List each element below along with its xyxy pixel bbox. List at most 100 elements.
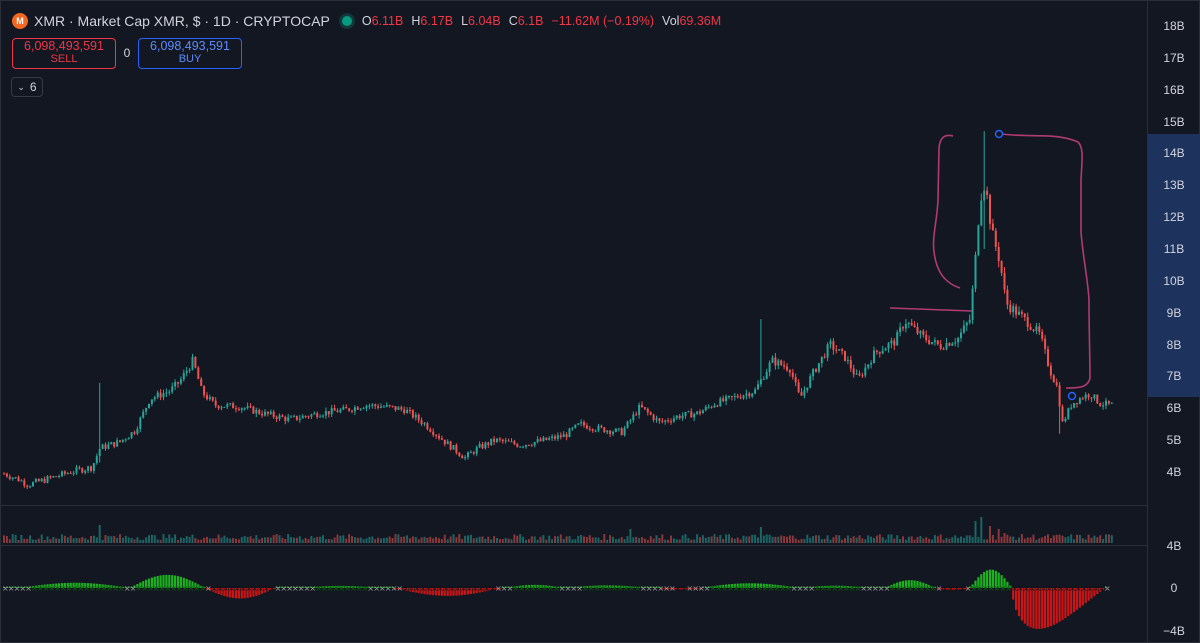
oscillator-cross: ×: [391, 584, 398, 593]
volume-bar: [701, 535, 704, 543]
volume-bar: [29, 535, 32, 543]
candle-body: [603, 427, 606, 433]
symbol-title[interactable]: XMR · Market Cap XMR, $ · 1D · CRYPTOCAP: [34, 13, 330, 29]
candle-body: [162, 393, 165, 398]
candle-body: [301, 415, 304, 419]
candle-body: [704, 406, 707, 411]
volume-bar: [17, 539, 20, 543]
oscillator-cross: ×: [222, 584, 229, 593]
oscillator-bar: [263, 588, 267, 593]
oscillator-bar: [698, 588, 702, 590]
candle-body: [353, 407, 356, 412]
volume-bar: [571, 539, 574, 543]
oscillator-cross: ×: [611, 584, 618, 593]
oscillator-bar: [933, 586, 936, 588]
volume-bar: [638, 538, 641, 543]
oscillator-cross: ×: [692, 584, 699, 593]
oscillator-bar: [136, 583, 139, 588]
oscillator-cross: ×: [1069, 584, 1076, 593]
pane-separator-oscillator[interactable]: [0, 545, 1147, 546]
oscillator-bar: [1032, 588, 1035, 629]
volume-bar: [707, 537, 710, 543]
pane-separator-volume[interactable]: [0, 505, 1147, 506]
oscillator-bar: [481, 588, 484, 592]
oscillator-bar: [290, 586, 293, 588]
market-status-icon[interactable]: [341, 16, 352, 26]
candle-body: [171, 386, 174, 392]
oscillator-bar: [78, 582, 81, 588]
oscillator-bar: [852, 586, 855, 588]
oscillator-bar: [965, 588, 968, 590]
candle-body: [612, 431, 614, 434]
volume-bar: [536, 539, 539, 543]
volume-bar: [1049, 538, 1052, 543]
oscillator-bar: [17, 586, 20, 588]
oscillator-bar: [562, 586, 565, 588]
candle-body: [420, 420, 423, 425]
oscillator-cross: ×: [1058, 584, 1065, 593]
volume-bar: [757, 537, 759, 543]
volume-bar: [171, 537, 174, 543]
sell-button[interactable]: 6,098,493,591 SELL: [12, 37, 116, 69]
candle-body: [322, 415, 324, 417]
volume-bar: [661, 534, 664, 543]
oscillator-bar: [1104, 586, 1108, 588]
oscillator-cross: ×: [913, 584, 920, 593]
oscillator-bar: [324, 586, 327, 588]
volume-bar: [609, 535, 612, 543]
oscillator-bar: [948, 588, 951, 591]
oscillator-cross: ×: [942, 584, 949, 593]
oscillator-bar: [684, 588, 687, 590]
candle-body: [104, 444, 107, 449]
candle-body: [565, 434, 568, 438]
oscillator-cross: ×: [1000, 584, 1007, 593]
volume-bar: [481, 536, 484, 543]
oscillator-bar: [922, 582, 925, 588]
candle-body: [1087, 394, 1090, 398]
oscillator-bar: [1035, 588, 1038, 629]
oscillator-bar: [475, 588, 478, 594]
candle-body: [861, 375, 864, 377]
buy-button[interactable]: 6,098,493,591 BUY: [138, 37, 242, 69]
volume-bar: [298, 536, 301, 543]
oscillator-bar: [524, 585, 528, 588]
volume-bar: [562, 538, 565, 543]
oscillator-bar: [330, 586, 333, 588]
volume-bar: [812, 536, 815, 543]
oscillator-bar: [107, 584, 110, 588]
volume-bar: [417, 539, 420, 543]
volume-bar: [919, 535, 922, 543]
buy-label: BUY: [178, 53, 202, 65]
candle-body: [849, 359, 852, 369]
candle-body: [713, 405, 716, 408]
volume-bar: [287, 534, 290, 543]
candle-body: [835, 349, 838, 351]
oscillator-bar: [774, 584, 777, 588]
oscillator-cross: ×: [286, 584, 293, 593]
oscillator-bar: [11, 586, 14, 588]
candle-body: [90, 466, 92, 471]
volume-bar: [1015, 539, 1018, 543]
oscillator-bar: [516, 586, 519, 588]
volume-bar: [1009, 536, 1012, 543]
oscillator-bar: [197, 584, 200, 588]
volume-bar: [794, 538, 797, 543]
oscillator-bar: [823, 585, 826, 588]
oscillator-cross: ×: [704, 584, 711, 593]
oscillator-bar: [92, 583, 95, 588]
candle-body: [1006, 289, 1009, 305]
candle-body: [696, 411, 699, 414]
oscillator-bar: [843, 585, 847, 588]
oscillator-bar: [281, 586, 284, 588]
indicators-toggle-button[interactable]: ⌄ 6: [11, 77, 43, 97]
price-tick-label: 10B: [1163, 273, 1185, 288]
oscillator-bar: [261, 588, 264, 594]
candle-body: [72, 472, 75, 474]
candle-body: [548, 438, 551, 440]
volume-bar: [902, 536, 904, 543]
oscillator-bar: [397, 588, 400, 590]
oscillator-bar: [240, 588, 243, 599]
candle-body: [890, 340, 893, 344]
candle-body: [243, 408, 246, 410]
